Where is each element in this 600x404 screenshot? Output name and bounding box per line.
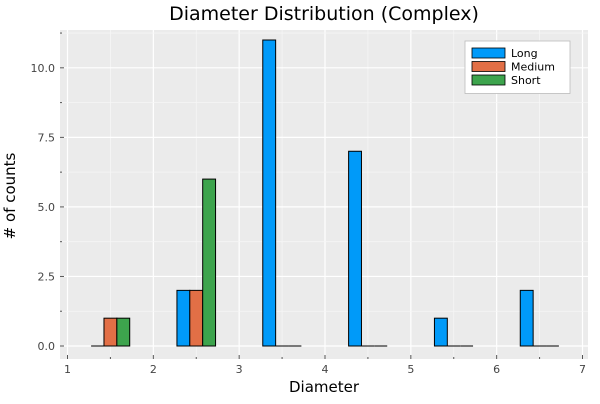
bar-short <box>116 317 131 347</box>
bar-long <box>519 289 534 347</box>
legend-swatch-medium <box>471 61 506 72</box>
x-tick-label: 1 <box>64 363 71 376</box>
x-axis-title: Diameter <box>289 378 360 396</box>
y-axis-title: # of counts <box>1 152 19 239</box>
x-tick-label: 2 <box>150 363 157 376</box>
legend-swatch-long <box>471 47 506 59</box>
y-tick-label: 0.0 <box>38 340 56 353</box>
y-tick-label: 2.5 <box>38 270 56 283</box>
x-tick-label: 7 <box>579 363 586 376</box>
axes: 1 2 3 4 5 6 7 0.0 2.5 5.0 7.5 10.0 <box>31 32 586 376</box>
bar-medium <box>189 289 204 347</box>
bars <box>91 39 559 347</box>
y-tick-label: 10.0 <box>31 62 56 75</box>
bar-long <box>348 150 362 347</box>
chart-title: Diameter Distribution (Complex) <box>169 3 479 25</box>
x-tick-label: 4 <box>322 363 329 376</box>
legend-label-long: Long <box>511 47 538 60</box>
legend-label-medium: Medium <box>511 61 555 74</box>
bar-short <box>202 178 217 347</box>
y-tick-label: 7.5 <box>38 131 56 144</box>
x-tick-label: 5 <box>407 363 414 376</box>
y-tick-label: 5.0 <box>38 201 56 214</box>
legend-swatch-short <box>471 74 506 86</box>
bar-long <box>176 289 191 347</box>
x-tick-label: 3 <box>236 363 243 376</box>
bar-long <box>262 39 277 347</box>
bar-medium <box>103 317 118 347</box>
bar-long <box>433 317 448 347</box>
x-tick-label: 6 <box>493 363 500 376</box>
legend-label-short: Short <box>511 74 541 87</box>
grid-lines <box>60 30 588 359</box>
